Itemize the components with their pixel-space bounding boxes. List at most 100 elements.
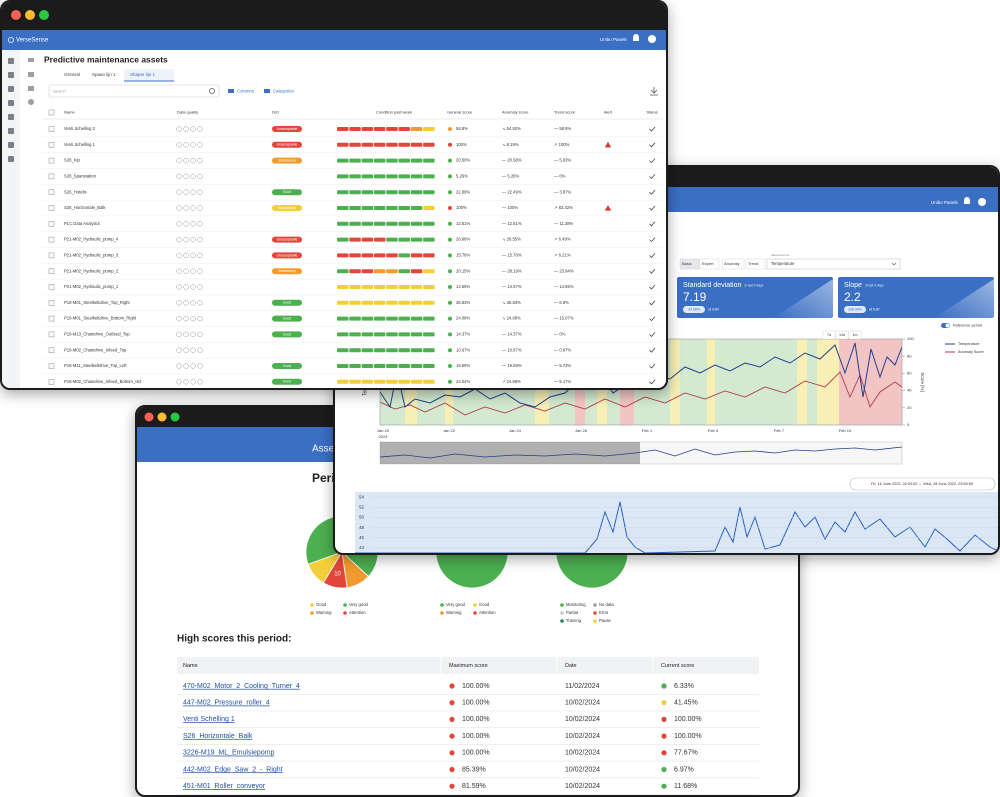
quality-icon xyxy=(176,300,182,306)
secondary-icons[interactable] xyxy=(28,58,34,105)
asset-name[interactable]: P18-M02_Chaindrive_Infeed_Top xyxy=(64,347,127,352)
date-range[interactable]: Fri, 16 June 2022, 02:00:00 → Wed, 28 Ju… xyxy=(871,482,973,486)
asset-link[interactable]: Venti Schelling 1 xyxy=(183,716,235,723)
asset-name[interactable]: P21-M02_Hydraulic_pump_2 xyxy=(64,268,119,273)
select-box[interactable] xyxy=(766,258,901,270)
row-checkbox[interactable] xyxy=(48,236,55,243)
row-checkbox[interactable] xyxy=(48,252,55,259)
columns-button[interactable]: Columns xyxy=(237,89,254,94)
minimize-button[interactable] xyxy=(25,10,35,20)
overview-selection[interactable] xyxy=(380,442,640,464)
row-checkbox[interactable] xyxy=(48,363,55,369)
categories-button[interactable]: Categories xyxy=(273,89,294,94)
current-score-dot xyxy=(661,783,667,789)
iso-label: Satisfactory xyxy=(278,269,296,273)
row-checkbox[interactable] xyxy=(48,284,55,290)
quality-icon xyxy=(176,379,182,385)
row-checkbox[interactable] xyxy=(48,315,55,322)
legend-label: Monitoring xyxy=(566,602,586,607)
asset-name[interactable]: PLC Data Analytics xyxy=(64,221,100,226)
select-value[interactable]: Temperature xyxy=(771,261,795,266)
categories-icon[interactable] xyxy=(264,89,270,93)
close-button[interactable] xyxy=(11,10,21,20)
status-check xyxy=(649,300,656,306)
row-checkbox[interactable] xyxy=(48,173,55,180)
mode-tab-bg[interactable] xyxy=(745,258,766,270)
asset-link[interactable]: 3226-M19_ML_Emulsiepomp xyxy=(183,750,275,757)
close-button[interactable] xyxy=(144,412,154,422)
asset-name[interactable]: S28_Kip xyxy=(64,158,81,163)
asset-name[interactable]: Venti Schelling 2 xyxy=(64,126,96,131)
asset-name[interactable]: P18-M02_Chaindrive_Infeed_Bottom_old xyxy=(64,379,141,384)
search-icon[interactable] xyxy=(209,88,215,94)
iso-pill xyxy=(272,157,302,164)
asset-name[interactable]: P18-M13_Chaindrive_Outfeed_Top xyxy=(64,332,130,337)
search-placeholder[interactable]: Search xyxy=(53,89,66,94)
row-checkbox[interactable] xyxy=(48,142,55,148)
row-checkbox[interactable] xyxy=(48,331,55,338)
avatar-icon[interactable] xyxy=(978,198,986,206)
mode-tab-bg[interactable] xyxy=(721,258,745,270)
row-checkbox[interactable] xyxy=(48,268,55,274)
row-checkbox[interactable] xyxy=(48,126,55,132)
mode-tab-bg[interactable] xyxy=(699,258,720,270)
header-checkbox[interactable] xyxy=(48,109,55,116)
search-box[interactable] xyxy=(48,84,220,98)
asset-name[interactable]: P21-M02_Hydraulic_pump_4 xyxy=(64,237,119,242)
tab[interactable]: Spaan lijn 1 xyxy=(92,72,116,77)
asset-name[interactable]: S26_Horizontale_Balk xyxy=(64,205,106,210)
row-checkbox[interactable] xyxy=(48,221,55,227)
range-button-bg[interactable] xyxy=(835,330,849,340)
condition-segment xyxy=(386,379,398,384)
asset-name[interactable]: P18-M01_Steelkeltdrive_Bottom_Right xyxy=(64,316,137,321)
asset-name[interactable]: P18-M01_Steelkeltdrive_Top_Right xyxy=(64,300,130,305)
tab[interactable]: General xyxy=(64,72,80,77)
row-checkbox[interactable] xyxy=(48,157,55,164)
mode-tab-bg[interactable] xyxy=(679,258,700,270)
app-header xyxy=(2,30,666,50)
quality-icon xyxy=(190,315,196,322)
range-button[interactable]: 1m xyxy=(853,333,858,337)
download-icon[interactable] xyxy=(650,87,658,96)
condition-segment xyxy=(410,269,423,274)
row-checkbox[interactable] xyxy=(48,205,55,211)
column-header: Status xyxy=(646,110,657,115)
columns-icon[interactable] xyxy=(228,89,234,93)
mode-tab[interactable]: Expert xyxy=(702,261,714,266)
date-range-box[interactable] xyxy=(849,477,996,491)
asset-link[interactable]: S26_Horizontale_Balk xyxy=(183,733,253,740)
assets-window: VerseSense Unibo Panels Predictive mainten… xyxy=(0,0,668,390)
asset-name[interactable]: P18-M11_Steelkeltdrive_Top_Left xyxy=(64,363,127,368)
maximize-button[interactable] xyxy=(170,412,180,422)
minimize-button[interactable] xyxy=(157,412,167,422)
trend-score: — 58.6% xyxy=(554,126,572,131)
row-checkbox[interactable] xyxy=(48,379,55,385)
range-button[interactable]: 7d xyxy=(827,333,831,337)
row-checkbox[interactable] xyxy=(48,300,55,306)
asset-name[interactable]: P21-M02_Hydraulic_pump_1 xyxy=(64,284,119,289)
range-button-bg[interactable] xyxy=(822,330,836,340)
mode-tab[interactable]: Basic xyxy=(682,261,692,266)
bell-icon[interactable] xyxy=(631,34,641,41)
condition-segment xyxy=(337,221,349,226)
asset-name[interactable]: S28_Spanstation xyxy=(64,174,97,179)
asset-link[interactable]: 451-M01_Roller_conveyor xyxy=(183,783,266,790)
avatar-icon[interactable] xyxy=(648,35,656,43)
row-checkbox[interactable] xyxy=(48,189,55,195)
maximize-button[interactable] xyxy=(39,10,49,20)
range-button-bg[interactable] xyxy=(848,330,862,340)
asset-name[interactable]: S26_Hotelis xyxy=(64,189,87,194)
range-button[interactable]: 14d xyxy=(839,333,845,337)
asset-link[interactable]: 442-M02_Edge_Saw_2_-_Right xyxy=(183,766,283,773)
bell-icon[interactable] xyxy=(962,197,972,204)
anomaly-score: — 14.67% xyxy=(502,284,522,289)
asset-link[interactable]: 447-M02_Pressure_roller_4 xyxy=(183,700,270,707)
asset-link[interactable]: 470-M02_Motor_2_Cooling_Turner_4 xyxy=(183,683,300,690)
tab[interactable]: Shaper lijn 1 xyxy=(130,72,156,77)
asset-name[interactable]: P21-M02_Hydraulic_pump_3 xyxy=(64,253,119,258)
row-checkbox[interactable] xyxy=(48,347,55,353)
mode-tab[interactable]: Trend xyxy=(748,261,758,266)
asset-name[interactable]: Venti Schelling 1 xyxy=(64,142,96,147)
mode-tab[interactable]: Anomaly xyxy=(724,261,740,266)
sidebar-icons[interactable] xyxy=(8,58,14,162)
